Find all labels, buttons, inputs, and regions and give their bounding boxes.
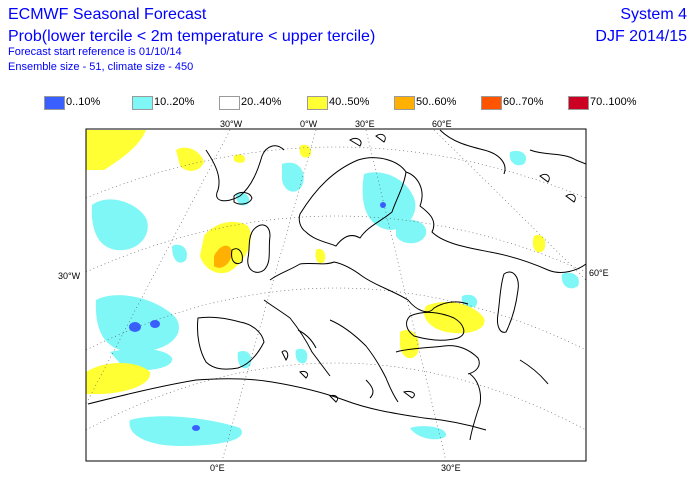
forecast-start-reference: Forecast start reference is 01/10/14 bbox=[8, 46, 182, 58]
region-deep-blue-4 bbox=[380, 202, 386, 208]
region-deep-blue-1 bbox=[129, 322, 141, 332]
chart-title: ECMWF Seasonal Forecast bbox=[8, 6, 207, 23]
coastline-mediterranean-islands bbox=[281, 350, 415, 403]
region-black-sea bbox=[424, 302, 485, 334]
region-north-africa bbox=[410, 426, 447, 440]
region-sw-atlantic bbox=[86, 363, 151, 394]
region-russia-east bbox=[532, 234, 546, 253]
graticule-parallel bbox=[86, 362, 586, 431]
graticule-label-top-30e: 30°E bbox=[355, 119, 375, 129]
region-denmark bbox=[315, 248, 326, 264]
region-north-pole bbox=[299, 144, 312, 158]
graticule-label-top-0w: 0°W bbox=[300, 119, 318, 129]
graticule-meridian bbox=[221, 129, 317, 461]
legend-label: 10..20% bbox=[154, 96, 195, 108]
region-mid-atlantic bbox=[172, 244, 187, 263]
system-label: System 4 bbox=[620, 6, 687, 23]
region-baltic bbox=[396, 219, 427, 244]
graticule-label-top-30w: 30°W bbox=[220, 119, 243, 129]
legend-swatch bbox=[394, 96, 415, 110]
coastline-middle-east bbox=[469, 359, 549, 441]
map-content bbox=[86, 129, 586, 461]
region-greenland-east bbox=[233, 154, 246, 163]
legend-label: 20..40% bbox=[241, 96, 282, 108]
legend-label: 60..70% bbox=[503, 96, 544, 108]
region-deep-blue-2 bbox=[150, 320, 160, 328]
region-greenland-south bbox=[176, 147, 204, 171]
coastline-north-russia bbox=[439, 129, 586, 175]
legend-swatch bbox=[44, 96, 65, 110]
legend-label: 40..50% bbox=[329, 96, 370, 108]
coastlines bbox=[87, 129, 586, 441]
legend-swatch bbox=[307, 96, 328, 110]
region-ural-east bbox=[561, 272, 579, 289]
coastline-turkey bbox=[395, 345, 480, 375]
coastline-iberia bbox=[197, 316, 265, 370]
region-italy bbox=[295, 348, 308, 364]
graticule-label-bottom-30e: 30°E bbox=[441, 463, 461, 473]
legend-label: 50..60% bbox=[416, 96, 457, 108]
probability-regions-0-10 bbox=[129, 202, 386, 431]
region-ireland-core bbox=[214, 245, 232, 268]
probability-regions-10-20 bbox=[91, 150, 579, 446]
region-nw-corner bbox=[86, 130, 146, 170]
coastline-black-sea bbox=[406, 311, 465, 341]
graticule-label-top-60e: 60°E bbox=[432, 119, 452, 129]
region-west-atlantic bbox=[91, 199, 148, 251]
coastline-caspian bbox=[497, 271, 519, 333]
probability-regions-50-60 bbox=[214, 245, 232, 268]
region-siberia bbox=[509, 150, 527, 166]
legend-swatch bbox=[219, 96, 240, 110]
graticule-parallel bbox=[86, 215, 586, 273]
graticule-parallel bbox=[86, 146, 586, 199]
coastline-europe-west bbox=[269, 261, 469, 313]
coastline-scandinavia bbox=[298, 157, 407, 247]
legend-label: 70..100% bbox=[590, 96, 637, 108]
graticule-label-left-30w: 30°W bbox=[58, 271, 81, 281]
legend-swatch bbox=[481, 96, 502, 110]
map-frame bbox=[85, 128, 587, 462]
chart-subtitle: Prob(lower tercile < 2m temperature < up… bbox=[8, 28, 376, 45]
coastline-british-isles bbox=[231, 224, 271, 273]
legend-swatch bbox=[132, 96, 153, 110]
coastline-arctic-islands bbox=[349, 133, 576, 203]
coastline-finland-russia bbox=[405, 171, 586, 273]
coastline-france-italy bbox=[263, 299, 331, 377]
coastline-north-africa bbox=[87, 378, 487, 431]
region-sw-lower bbox=[129, 416, 242, 446]
coastline-balkans-greece bbox=[329, 319, 399, 403]
region-turkey bbox=[400, 330, 419, 359]
graticule-label-right-60e: 60°E bbox=[589, 268, 609, 278]
graticule-meridian bbox=[365, 129, 447, 461]
region-iberia bbox=[237, 350, 252, 369]
graticule bbox=[86, 129, 586, 461]
region-nw-blob bbox=[282, 162, 304, 192]
coastline-greenland bbox=[205, 145, 285, 202]
period-label: DJF 2014/15 bbox=[595, 28, 687, 45]
ensemble-size: Ensemble size - 51, climate size - 450 bbox=[8, 61, 194, 73]
graticule-parallel bbox=[86, 287, 586, 351]
graticule-label-bottom-0e: 0°E bbox=[210, 463, 225, 473]
probability-legend: 0..10% 10..20% 20..40% 40..50% 50..60% 6… bbox=[0, 96, 697, 110]
coastline-iceland bbox=[233, 191, 253, 205]
region-poland bbox=[461, 294, 478, 308]
legend-label: 0..10% bbox=[66, 96, 101, 108]
region-deep-blue-3 bbox=[192, 425, 200, 431]
legend-swatch bbox=[568, 96, 589, 110]
